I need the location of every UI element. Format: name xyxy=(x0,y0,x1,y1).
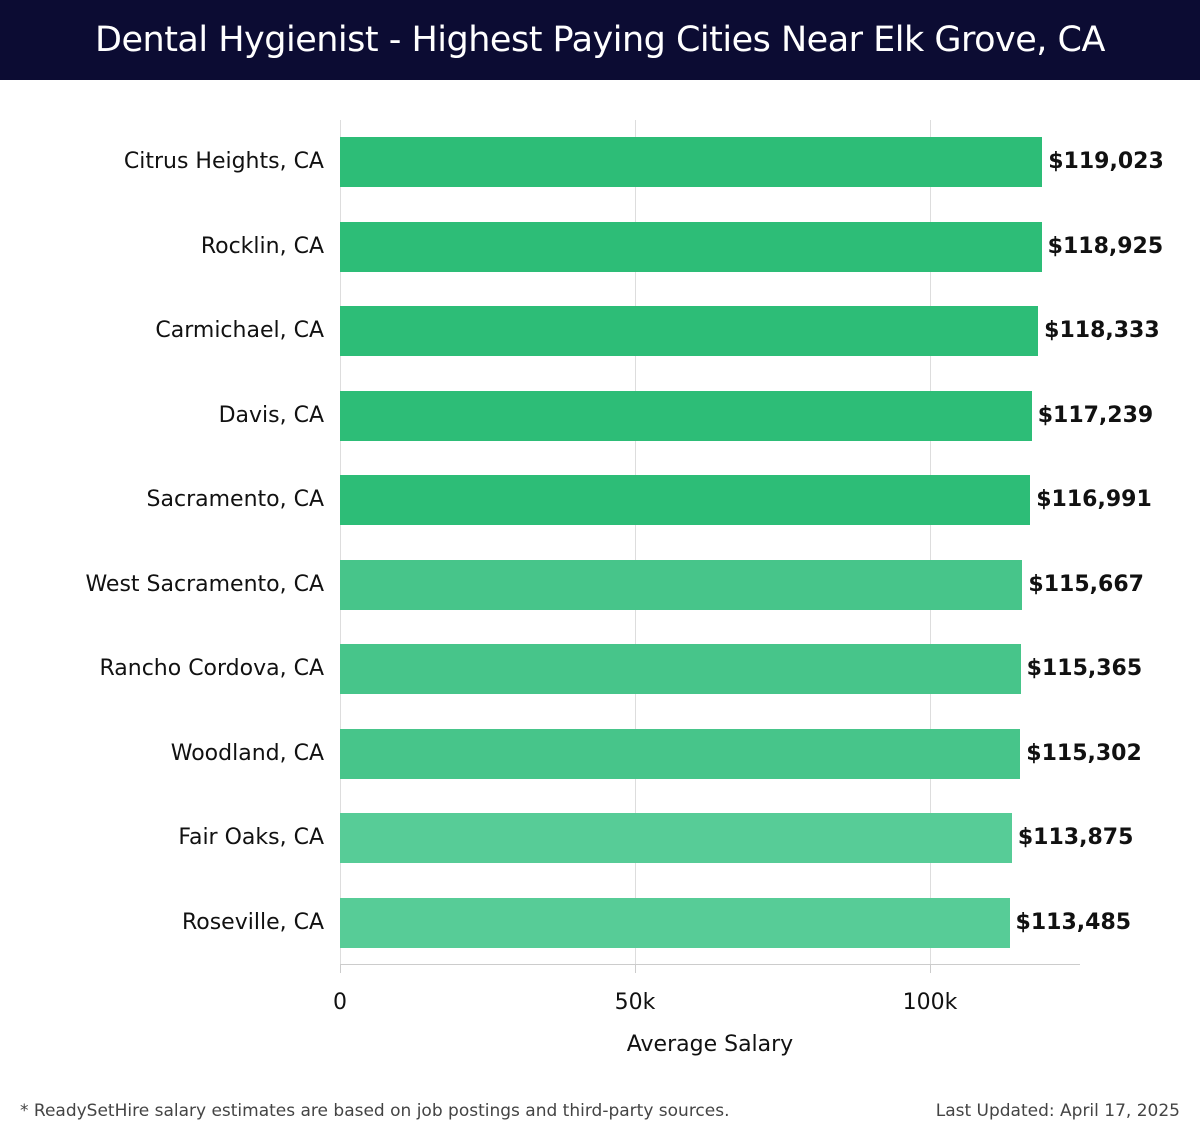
category-label: Rancho Cordova, CA xyxy=(99,656,324,681)
bar xyxy=(340,390,1032,441)
category-label: Roseville, CA xyxy=(181,909,324,935)
bar xyxy=(340,813,1012,863)
bar xyxy=(340,137,1043,187)
bar xyxy=(340,306,1039,356)
x-tick xyxy=(930,965,931,973)
bar xyxy=(340,221,1042,272)
plot-area: 0 50k 100k $119,023 $118,925 $118,333 $117,239… xyxy=(333,120,1164,1015)
x-tick xyxy=(635,965,636,973)
bar-value-label: $115,667 xyxy=(1028,571,1144,597)
x-tick-label: 50k xyxy=(614,990,656,1015)
last-updated: Last Updated: April 17, 2025 xyxy=(935,1101,1180,1121)
bar xyxy=(340,728,1021,779)
footnote: * ReadySetHire salary estimates are base… xyxy=(20,1101,730,1121)
chart-header: Dental Hygienist - Highest Paying Cities… xyxy=(0,0,1200,80)
category-label: Woodland, CA xyxy=(170,740,324,766)
bar-value-label: $118,925 xyxy=(1047,233,1164,259)
bar xyxy=(340,644,1021,694)
bar-value-label: $113,875 xyxy=(1017,825,1134,850)
gridline xyxy=(930,120,931,965)
bar xyxy=(340,475,1031,525)
x-axis-line xyxy=(340,964,1080,965)
category-label: Carmichael, CA xyxy=(155,318,324,343)
bar-value-label: $118,333 xyxy=(1044,318,1160,343)
category-label: Citrus Heights, CA xyxy=(123,149,324,174)
bar-value-label: $117,239 xyxy=(1037,402,1154,428)
bar-value-label: $119,023 xyxy=(1048,149,1164,174)
chart-title: Dental Hygienist - Highest Paying Cities… xyxy=(95,20,1105,60)
bar-value-label: $113,485 xyxy=(1015,909,1132,935)
gridline xyxy=(340,120,341,965)
category-label: Davis, CA xyxy=(218,402,324,428)
x-tick xyxy=(340,965,341,973)
category-label: Sacramento, CA xyxy=(146,487,324,512)
x-tick-label: 100k xyxy=(902,990,958,1015)
bar xyxy=(340,559,1023,610)
category-label: Fair Oaks, CA xyxy=(178,825,324,850)
x-axis-label: Average Salary xyxy=(626,1032,794,1057)
category-label: Rocklin, CA xyxy=(200,233,324,259)
bar xyxy=(340,897,1010,948)
x-tick-label: 0 xyxy=(333,990,347,1015)
bar-value-label: $115,365 xyxy=(1026,656,1143,681)
bar-value-label: $115,302 xyxy=(1026,740,1142,766)
bar-value-label: $116,991 xyxy=(1036,487,1152,512)
category-label: West Sacramento, CA xyxy=(85,571,324,597)
gridline xyxy=(635,120,636,965)
